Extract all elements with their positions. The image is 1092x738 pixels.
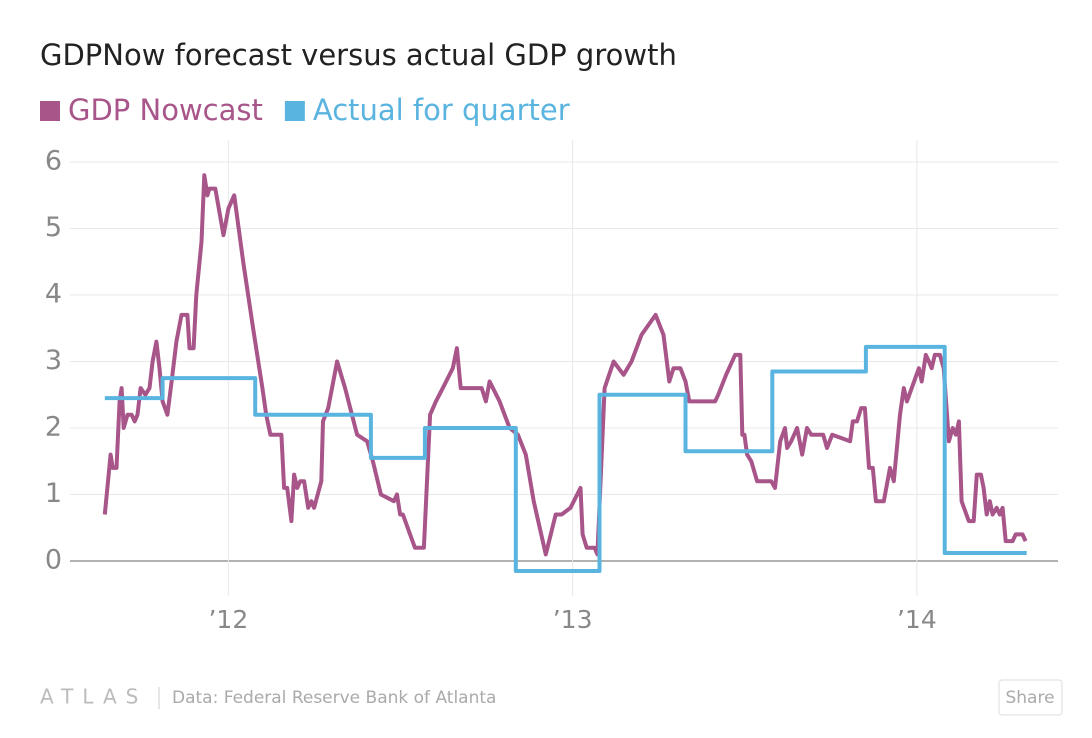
- legend-label: GDP Nowcast: [68, 93, 263, 127]
- legend-label: Actual for quarter: [313, 93, 570, 127]
- y-tick-label: 3: [45, 345, 62, 376]
- y-tick-label: 6: [45, 146, 62, 177]
- y-tick-label: 0: [45, 545, 62, 576]
- source: Data: Federal Reserve Bank of Atlanta: [172, 688, 496, 708]
- legend: GDP Nowcast Actual for quarter: [40, 93, 570, 127]
- series-line: [102, 173, 1028, 557]
- y-tick-label: 1: [45, 478, 62, 509]
- series-line: [104, 344, 1027, 573]
- y-tick-label: 4: [45, 279, 62, 310]
- brand: ATLAS: [40, 685, 147, 709]
- y-tick-label: 2: [45, 412, 62, 443]
- share-label[interactable]: Share: [1005, 688, 1054, 708]
- chart-title: GDPNow forecast versus actual GDP growth: [40, 38, 677, 72]
- share-button[interactable]: [998, 679, 1063, 716]
- x-tick-label: ’13: [553, 605, 593, 634]
- x-tick-label: ’12: [208, 605, 248, 634]
- x-tick-label: ’14: [897, 605, 937, 634]
- y-tick-label: 5: [45, 212, 62, 243]
- plot-area: 0 1 2 3 4 5 6 ’12 ’13 ’14: [45, 140, 1058, 634]
- legend-swatch: [284, 101, 305, 121]
- legend-swatch: [40, 101, 60, 121]
